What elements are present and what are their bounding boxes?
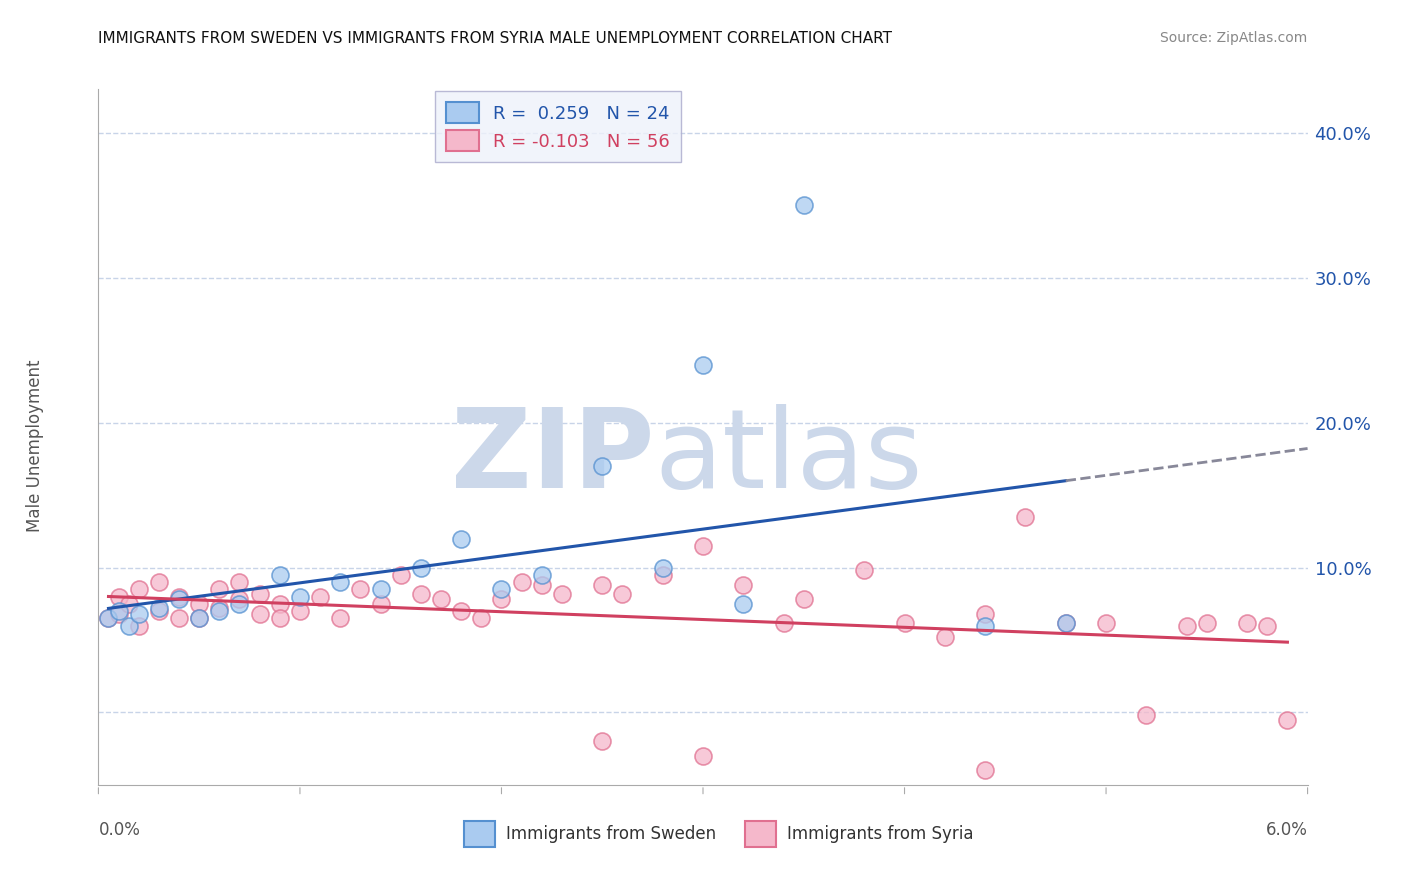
- Point: [591, 734, 613, 748]
- Point: [228, 574, 250, 589]
- Point: [228, 592, 250, 607]
- Point: [148, 604, 170, 618]
- Point: [692, 749, 714, 764]
- Point: [269, 597, 291, 611]
- Point: [148, 601, 170, 615]
- Point: [692, 358, 714, 372]
- Point: [128, 607, 150, 621]
- Point: [208, 582, 231, 597]
- Point: [389, 567, 412, 582]
- Point: [974, 607, 997, 621]
- Point: [470, 611, 492, 625]
- Text: atlas: atlas: [655, 404, 924, 511]
- Text: 0.0%: 0.0%: [98, 822, 141, 839]
- Point: [651, 567, 673, 582]
- Point: [97, 611, 120, 625]
- Point: [1236, 615, 1258, 630]
- Text: Male Unemployment: Male Unemployment: [27, 359, 44, 533]
- Point: [491, 592, 513, 607]
- Point: [450, 604, 472, 618]
- Point: [651, 560, 673, 574]
- Point: [530, 567, 553, 582]
- Point: [491, 582, 513, 597]
- Point: [128, 618, 150, 632]
- Text: ZIP: ZIP: [451, 404, 655, 511]
- Point: [1256, 618, 1278, 632]
- Point: [409, 587, 432, 601]
- Point: [793, 198, 815, 212]
- Point: [430, 592, 453, 607]
- Point: [269, 611, 291, 625]
- Point: [733, 578, 755, 592]
- Point: [733, 597, 755, 611]
- Point: [107, 590, 129, 604]
- Point: [188, 611, 211, 625]
- Point: [107, 607, 129, 621]
- Point: [591, 458, 613, 473]
- Point: [510, 574, 533, 589]
- Point: [1014, 509, 1036, 524]
- Point: [329, 611, 352, 625]
- Text: IMMIGRANTS FROM SWEDEN VS IMMIGRANTS FROM SYRIA MALE UNEMPLOYMENT CORRELATION CH: IMMIGRANTS FROM SWEDEN VS IMMIGRANTS FRO…: [98, 31, 893, 46]
- Point: [148, 574, 170, 589]
- Text: Immigrants from Sweden: Immigrants from Sweden: [506, 825, 716, 843]
- Point: [188, 611, 211, 625]
- Point: [1095, 615, 1118, 630]
- Point: [1277, 713, 1299, 727]
- Point: [893, 615, 915, 630]
- Point: [853, 564, 876, 578]
- Point: [772, 615, 794, 630]
- Point: [118, 618, 141, 632]
- Text: Source: ZipAtlas.com: Source: ZipAtlas.com: [1160, 31, 1308, 45]
- Point: [591, 578, 613, 592]
- Point: [409, 560, 432, 574]
- Point: [1135, 708, 1157, 723]
- Legend: R =  0.259   N = 24, R = -0.103   N = 56: R = 0.259 N = 24, R = -0.103 N = 56: [436, 91, 681, 161]
- Text: Immigrants from Syria: Immigrants from Syria: [787, 825, 974, 843]
- Point: [974, 618, 997, 632]
- Point: [208, 601, 231, 615]
- Point: [228, 597, 250, 611]
- Point: [1175, 618, 1198, 632]
- Point: [128, 582, 150, 597]
- Point: [329, 574, 352, 589]
- Point: [118, 597, 141, 611]
- Point: [450, 532, 472, 546]
- Point: [269, 567, 291, 582]
- Point: [551, 587, 574, 601]
- Point: [309, 590, 332, 604]
- Point: [793, 592, 815, 607]
- Point: [249, 587, 271, 601]
- Point: [612, 587, 634, 601]
- Point: [530, 578, 553, 592]
- Point: [934, 630, 956, 644]
- Point: [208, 604, 231, 618]
- Point: [249, 607, 271, 621]
- Point: [349, 582, 371, 597]
- Point: [188, 597, 211, 611]
- Point: [370, 597, 392, 611]
- Point: [167, 592, 190, 607]
- Point: [692, 539, 714, 553]
- Point: [167, 611, 190, 625]
- Point: [974, 764, 997, 778]
- Point: [97, 611, 120, 625]
- Point: [1195, 615, 1218, 630]
- Point: [1054, 615, 1077, 630]
- Point: [288, 590, 311, 604]
- Point: [107, 604, 129, 618]
- Point: [167, 590, 190, 604]
- Point: [1054, 615, 1077, 630]
- Text: 6.0%: 6.0%: [1265, 822, 1308, 839]
- Point: [288, 604, 311, 618]
- Point: [370, 582, 392, 597]
